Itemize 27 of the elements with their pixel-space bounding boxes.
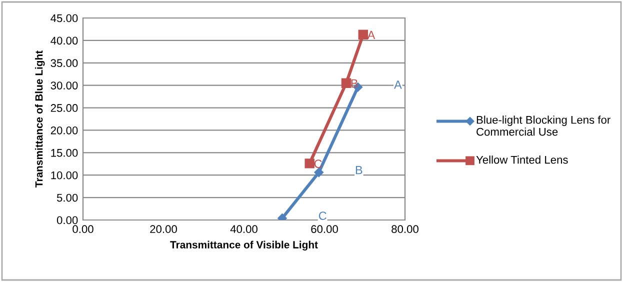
y-axis-title: Transmittance of Blue Light xyxy=(35,50,45,188)
y-tick-label: 15.00 xyxy=(51,148,78,157)
y-tick-label: 0.00 xyxy=(56,216,78,224)
point xyxy=(341,78,352,88)
y-tick-label: 35.00 xyxy=(50,59,78,68)
legend-label: Yellow Tinted Lens xyxy=(476,156,568,164)
y-tick-label: 40.00 xyxy=(50,36,78,45)
y-tick-label: 25.00 xyxy=(50,104,78,112)
y-tick-label: 10.00 xyxy=(51,171,78,180)
annotation: B xyxy=(356,166,362,174)
point xyxy=(314,168,324,178)
point xyxy=(358,30,368,40)
x-tick-label: 20.00 xyxy=(150,225,177,234)
annotation: C xyxy=(318,212,326,220)
x-tick-label: 60.00 xyxy=(311,225,338,234)
y-tick-label: 30.00 xyxy=(50,82,78,90)
y-tick-label: 20.00 xyxy=(50,126,78,134)
x-tick-label: 40.00 xyxy=(230,225,258,234)
x-tick-label: 80.00 xyxy=(392,225,418,234)
annotation: A xyxy=(367,30,376,40)
legend-label: Blue-light Blocking Lens for Commercial Use xyxy=(476,116,610,136)
point xyxy=(304,158,314,168)
x-tick-label: 0.00 xyxy=(72,225,94,234)
x-axis-title: Transmittance of Visible Light xyxy=(170,240,318,251)
y-tick-label: 5.00 xyxy=(56,194,78,202)
annotation: A xyxy=(394,80,402,89)
y-tick-label: 45.00 xyxy=(50,14,78,22)
